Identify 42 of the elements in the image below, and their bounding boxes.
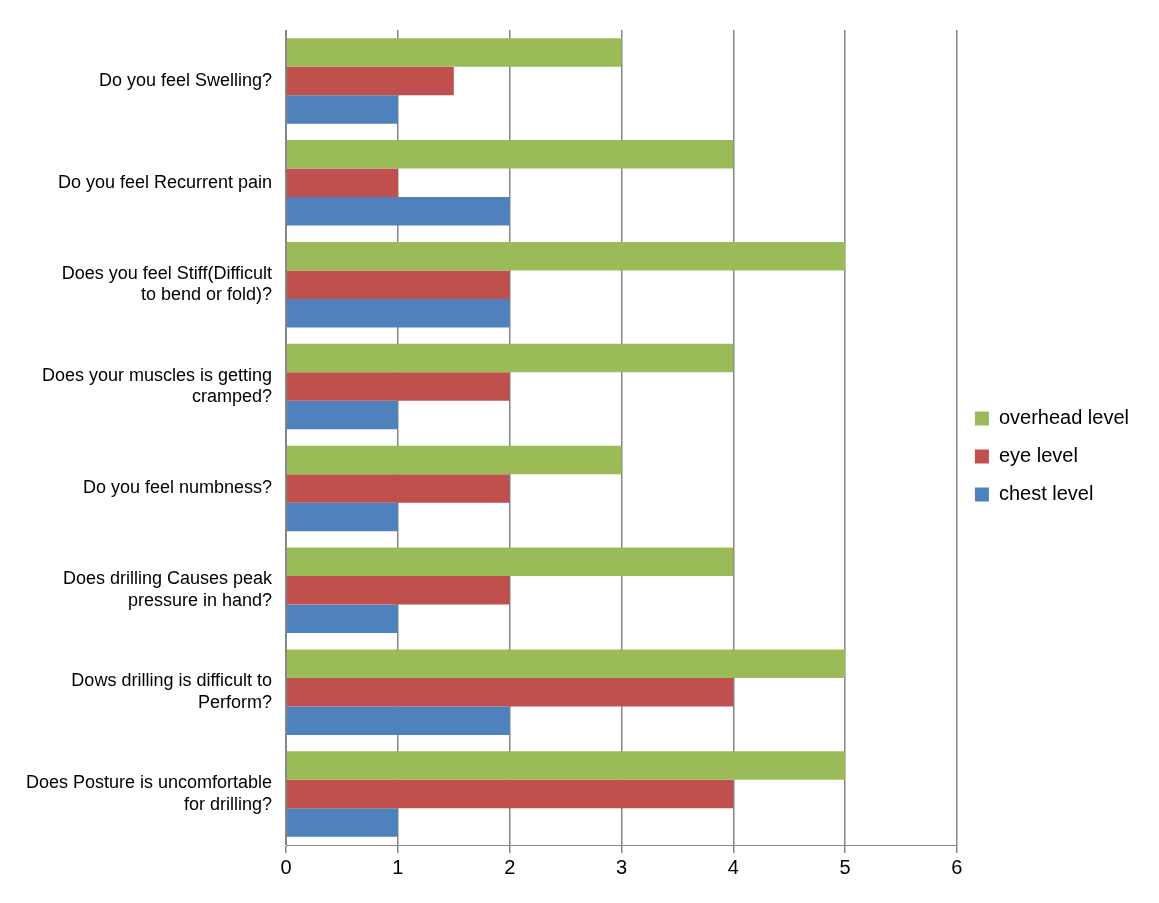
bar xyxy=(286,372,510,401)
bar xyxy=(286,751,846,780)
y-tick-label: Does your muscles is getting cramped? xyxy=(42,364,273,407)
x-tick-label: 3 xyxy=(615,855,628,878)
x-tick-label: 5 xyxy=(839,855,851,878)
bar xyxy=(286,576,510,605)
bar xyxy=(286,197,510,226)
bar xyxy=(286,677,734,707)
bar xyxy=(286,604,398,634)
x-tick-label: 4 xyxy=(727,855,739,878)
bar xyxy=(286,502,398,532)
bar xyxy=(286,168,398,198)
y-tick-label: Do you feel Recurrent pain xyxy=(58,171,273,192)
bar xyxy=(286,808,398,837)
bar xyxy=(286,706,510,735)
y-tick-label: Do you feel Swelling? xyxy=(99,69,273,90)
y-tick-label: Does Posture is uncomfortable for drilling? xyxy=(26,772,273,814)
y-tick-label: Does you feel Stiff(Difficult to bend or fold)? xyxy=(61,262,273,305)
bar xyxy=(286,140,734,169)
bar xyxy=(286,547,734,577)
x-tick-label: 6 xyxy=(951,855,963,878)
x-tick-label: 1 xyxy=(392,855,404,878)
bar xyxy=(286,38,622,67)
bar xyxy=(286,298,510,328)
bar xyxy=(286,649,846,678)
bar xyxy=(286,241,846,271)
bar xyxy=(286,400,398,430)
legend-label: chest level xyxy=(998,482,1094,505)
legend-label: eye level xyxy=(998,444,1078,467)
bar xyxy=(286,445,622,475)
bar xyxy=(286,270,510,299)
x-tick-label: 2 xyxy=(504,855,516,878)
y-tick-label: Do you feel numbness? xyxy=(83,477,273,498)
bar xyxy=(286,779,734,809)
bar xyxy=(286,66,454,96)
legend-label: overhead level xyxy=(998,406,1130,429)
x-tick-label: 0 xyxy=(280,855,292,878)
bar xyxy=(286,474,510,503)
y-tick-label: Dows drilling is difficult to Perform? xyxy=(71,670,273,712)
y-tick-label: Does drilling Causes peak pressure in hand? xyxy=(63,568,274,611)
bar xyxy=(286,343,734,373)
bar xyxy=(286,95,398,124)
